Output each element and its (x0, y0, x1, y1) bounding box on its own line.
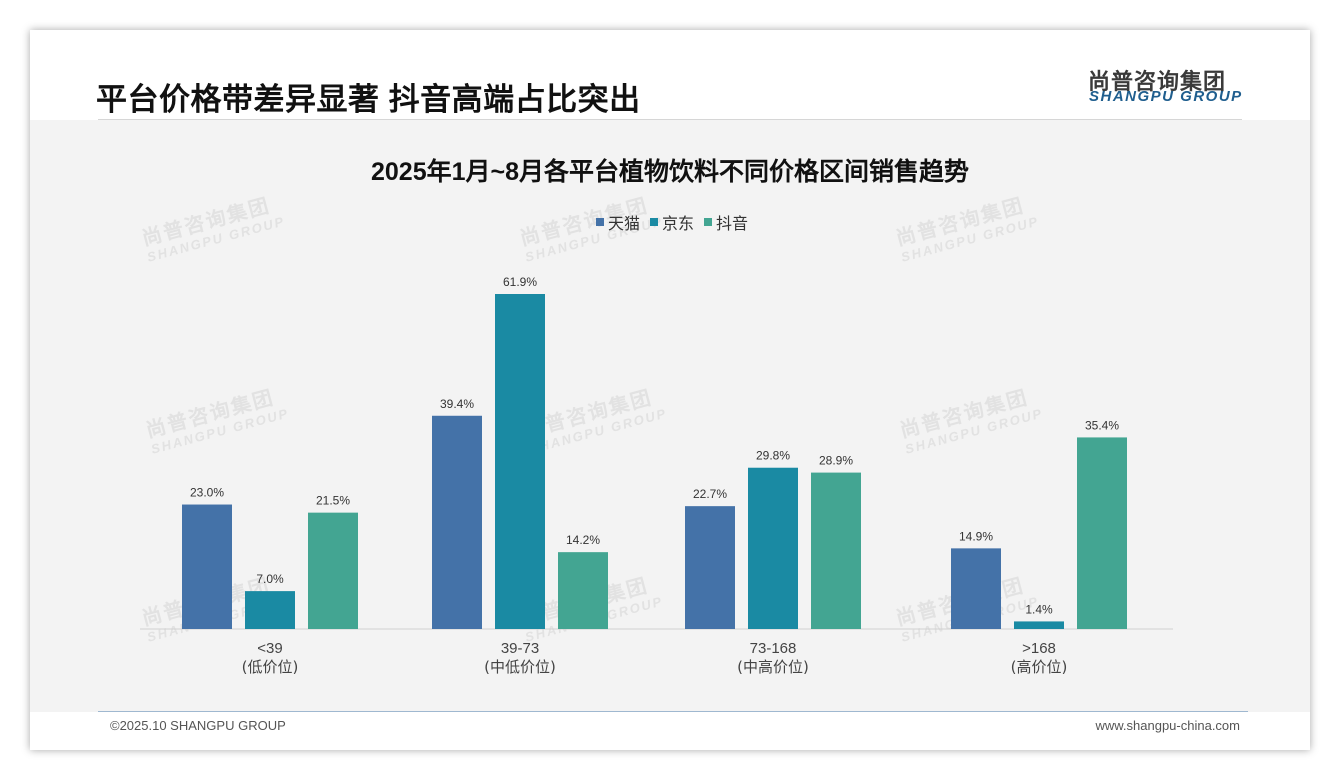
legend-swatch-jd (650, 218, 659, 226)
data-label-douyin-2: 28.9% (819, 454, 853, 468)
bar-tmall-2 (685, 506, 735, 629)
footer-divider (98, 711, 1248, 712)
legend-label-jd: 京东 (662, 216, 695, 233)
bar-jd-0 (245, 591, 295, 629)
chart-title: 2025年1月~8月各平台植物饮料不同价格区间销售趋势 (370, 158, 970, 186)
x-tick-label-tier-0: (低价位) (242, 658, 299, 676)
legend-swatch-tmall (596, 218, 604, 226)
logo-text-en: SHANGPU GROUP (1089, 88, 1243, 105)
bar-douyin-1 (558, 552, 608, 629)
x-tick-label-range-2: 73-168 (750, 640, 797, 657)
x-tick-label-tier-2: (中高价位) (737, 658, 809, 676)
data-label-jd-2: 29.8% (756, 449, 790, 463)
header-divider (98, 119, 1242, 120)
bar-jd-3 (1014, 621, 1064, 629)
bar-jd-2 (748, 467, 798, 629)
data-label-jd-0: 7.0% (256, 572, 284, 586)
x-tick-label-range-1: 39-73 (501, 640, 539, 657)
slide: 尚普咨询集团 SHANGPU GROUP 尚普咨询集团 SHANGPU GROUP … (30, 30, 1310, 750)
legend-label-tmall: 天猫 (608, 216, 641, 233)
legend-item-tmall: 天猫 (596, 210, 640, 234)
data-label-jd-3: 1.4% (1025, 602, 1053, 616)
data-label-douyin-0: 21.5% (316, 494, 350, 508)
chart-legend: 天猫 京东 抖音 (596, 210, 758, 234)
website-url: www.shangpu-china.com (1095, 718, 1240, 733)
data-label-douyin-1: 14.2% (566, 533, 600, 547)
x-tick-label-tier-3: (高价位) (1011, 658, 1068, 676)
legend-swatch-douyin (704, 218, 713, 226)
x-tick-label-tier-1: (中低价位) (484, 658, 556, 676)
data-label-jd-1: 61.9% (503, 275, 537, 289)
data-label-tmall-0: 23.0% (190, 486, 224, 500)
legend-item-jd: 京东 (650, 210, 694, 234)
footer-band (30, 712, 1310, 750)
bar-douyin-3 (1077, 437, 1127, 629)
bar-tmall-1 (432, 415, 482, 629)
data-label-tmall-3: 14.9% (959, 529, 993, 543)
bar-jd-1 (495, 294, 545, 629)
bar-tmall-0 (182, 504, 232, 629)
logo-text-cn: 尚普咨询集团 (1088, 69, 1227, 94)
bar-douyin-0 (308, 512, 358, 629)
data-label-tmall-2: 22.7% (693, 487, 727, 501)
bar-douyin-2 (811, 472, 861, 629)
data-label-tmall-1: 39.4% (440, 397, 474, 411)
legend-label-douyin: 抖音 (716, 216, 749, 233)
legend-item-douyin: 抖音 (704, 210, 748, 234)
data-label-douyin-3: 35.4% (1085, 418, 1119, 432)
page-title: 平台价格带差异显著 抖音高端占比突出 (96, 82, 641, 117)
x-tick-label-range-0: <39 (257, 640, 282, 657)
bar-tmall-3 (951, 548, 1001, 629)
x-tick-label-range-3: >168 (1022, 640, 1056, 657)
bar-chart: 23.0% 39.4% 22.7% 14.9% 7.0% 61.9% 29.8% 1.4% 21… (140, 275, 1173, 676)
header-band (30, 30, 1310, 120)
copyright-text: ©2025.10 SHANGPU GROUP (110, 718, 286, 733)
company-logo: 尚普咨询集团 SHANGPU GROUP (1088, 64, 1248, 105)
